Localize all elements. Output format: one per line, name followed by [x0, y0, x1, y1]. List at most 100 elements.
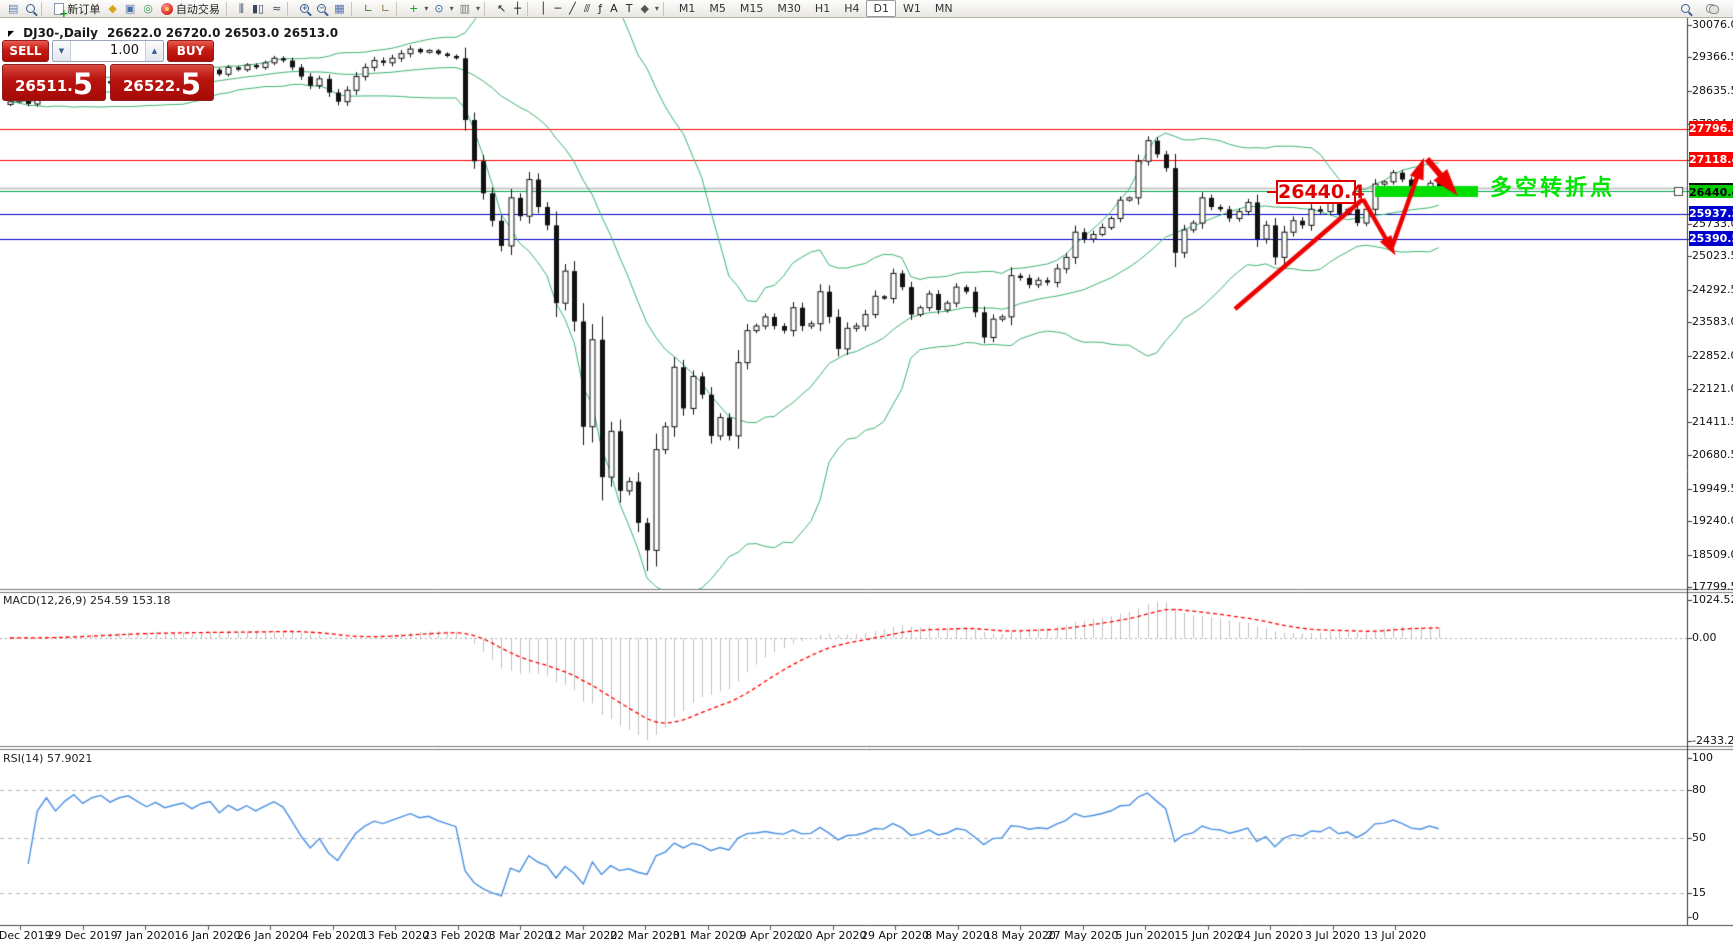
zoom-out-icon: − [317, 4, 327, 13]
horizontal-line-tool-icon: ─ [554, 2, 562, 15]
indicators-caret[interactable]: ▾ [424, 4, 429, 13]
candlestick-chart-type-icon[interactable]: ▮▯ [248, 1, 268, 17]
buy-button[interactable]: BUY [167, 40, 214, 62]
templates-caret[interactable]: ▾ [476, 4, 481, 13]
print-preview-icon [26, 4, 36, 13]
crosshair-tool-icon[interactable]: ┼ [510, 1, 525, 17]
timeframe-m30[interactable]: M30 [777, 2, 801, 15]
turning-point-annotation[interactable]: 多空转折点 [1490, 176, 1616, 201]
fibonacci-tool-icon[interactable]: ƒ [594, 1, 606, 17]
trendline-tool-icon[interactable]: ╱ [565, 1, 580, 17]
timeframe-mn[interactable]: MN [934, 2, 953, 15]
horizontal-line-tool-icon[interactable]: ─ [550, 1, 565, 17]
ohlc-values: 26622.0 26720.0 26503.0 26513.0 [106, 26, 339, 40]
toolbar-separator [526, 1, 534, 16]
timeframe-h4[interactable]: H4 [844, 2, 860, 15]
indicators-icon: + [409, 2, 419, 15]
templates-icon: ▥ [459, 2, 470, 15]
toolbar-separator [41, 1, 48, 16]
fibonacci-tool-icon: ƒ [598, 2, 603, 15]
chat-icon[interactable] [1702, 1, 1723, 17]
chart-title: ◤ DJ30-,Daily 26622.0 26720.0 26503.0 26… [8, 26, 338, 40]
new-order-icon [54, 2, 68, 20]
search-icon[interactable] [1677, 1, 1694, 17]
toolbar-separator [225, 1, 233, 16]
crosshair-tool-icon: ┼ [514, 2, 521, 15]
label-tool-icon[interactable]: T [622, 1, 637, 17]
periods-icon: ⊙ [434, 2, 444, 15]
collapse-triangle-icon[interactable]: ◤ [8, 28, 15, 38]
indicators-icon[interactable]: + [405, 1, 422, 17]
toolbar-separator [287, 1, 294, 16]
channel-tool-icon[interactable]: ⫻ [580, 1, 595, 17]
search-icon [1681, 4, 1690, 13]
main-toolbar: ▤新订单◆▣◎自动交易⫼▮▯≈+−▦∟∟+▾⊙▾▥▾↖┼│─╱⫻ƒAT◆▾ M1… [0, 0, 1733, 20]
price-callout-label[interactable]: 26440.4 [1267, 180, 1365, 204]
buy-price-box[interactable]: 26522. 5 [110, 64, 214, 101]
channel-tool-icon: ⫻ [583, 2, 591, 15]
chart-shift-icon: ∟ [380, 2, 391, 15]
vertical-line-tool-icon[interactable]: │ [536, 1, 551, 17]
auto-scroll-icon: ∟ [363, 2, 373, 15]
timeframe-m15[interactable]: M15 [739, 2, 764, 15]
tile-windows-icon[interactable]: ▦ [330, 1, 348, 17]
vertical-line-tool-icon: │ [539, 2, 547, 15]
chart-shift-icon[interactable]: ∟ [377, 1, 394, 17]
toolbar-separator [484, 1, 491, 16]
text-tool-icon[interactable]: A [606, 1, 622, 17]
periods-caret[interactable]: ▾ [449, 4, 454, 13]
zoom-out-icon[interactable]: − [313, 1, 330, 17]
timeframe-h1[interactable]: H1 [814, 2, 831, 15]
charts-window-icon[interactable]: ▤ [4, 1, 22, 17]
volume-decrease-button[interactable]: ▼ [53, 41, 71, 61]
shapes-tool-icon: ◆ [640, 2, 649, 15]
strategy-tester-icon: ◎ [143, 2, 153, 15]
bar-chart-type-icon[interactable]: ⫼ [235, 1, 248, 17]
toolbar-separator [350, 1, 358, 16]
autotrade-icon [160, 2, 173, 15]
rsi-indicator-label: RSI(14) 57.9021 [3, 752, 93, 765]
cursor-tool-icon: ↖ [497, 2, 507, 15]
autotrade-button[interactable]: 自动交易 [157, 1, 224, 17]
toolbar-separator [662, 1, 670, 16]
terminal-icon[interactable]: ▣ [121, 1, 139, 17]
charts-window-icon: ▤ [8, 2, 19, 15]
data-window-icon: ◆ [108, 2, 117, 15]
new-order-button[interactable]: 新订单 [50, 1, 104, 20]
sell-price-box[interactable]: 26511. 5 [2, 64, 106, 101]
timeframe-d1[interactable]: D1 [866, 0, 896, 17]
volume-control: ▼ 1.00 ▲ [52, 40, 164, 62]
templates-icon[interactable]: ▥ [456, 1, 474, 17]
shapes-tool-icon[interactable]: ◆ [636, 1, 652, 17]
trendline-tool-icon: ╱ [569, 2, 576, 15]
timeframe-m1[interactable]: M1 [678, 2, 696, 15]
line-chart-type-icon[interactable]: ≈ [268, 1, 285, 17]
volume-increase-button[interactable]: ▲ [145, 41, 163, 61]
timeframe-m5[interactable]: M5 [709, 2, 726, 15]
toolbar-separator [396, 1, 403, 16]
toolbar-items: ▤新订单◆▣◎自动交易⫼▮▯≈+−▦∟∟+▾⊙▾▥▾↖┼│─╱⫻ƒAT◆▾ [4, 1, 672, 20]
auto-scroll-icon[interactable]: ∟ [360, 1, 377, 17]
print-preview-icon[interactable] [22, 1, 39, 17]
sell-price-pip: 5 [72, 67, 94, 101]
data-window-icon[interactable]: ◆ [104, 1, 120, 17]
zoom-in-icon[interactable]: + [296, 1, 313, 17]
periods-icon[interactable]: ⊙ [430, 1, 447, 17]
sell-button[interactable]: SELL [2, 40, 49, 62]
bar-chart-type-icon: ⫼ [238, 2, 244, 15]
cursor-tool-icon[interactable]: ↖ [493, 1, 510, 17]
strategy-tester-icon[interactable]: ◎ [139, 1, 157, 17]
buy-price-main: 26522. [122, 77, 181, 95]
volume-input[interactable]: 1.00 [71, 41, 145, 61]
timeframe-buttons: M1 M5 M15 M30 H1 H4 D1 W1 MN [672, 0, 960, 17]
timeframe-w1[interactable]: W1 [902, 2, 921, 15]
tile-windows-icon: ▦ [334, 2, 345, 15]
candlestick-chart-type-icon: ▮▯ [251, 2, 265, 15]
buy-price-pip: 5 [180, 67, 202, 101]
macd-indicator-label: MACD(12,26,9) 254.59 153.18 [3, 594, 171, 607]
shapes-caret[interactable]: ▾ [654, 4, 659, 13]
one-click-trading-panel: SELL ▼ 1.00 ▲ BUY 26511. 5 26522. 5 [2, 40, 214, 101]
terminal-icon: ▣ [124, 2, 136, 15]
autotrade-button-label: 自动交易 [175, 2, 220, 16]
